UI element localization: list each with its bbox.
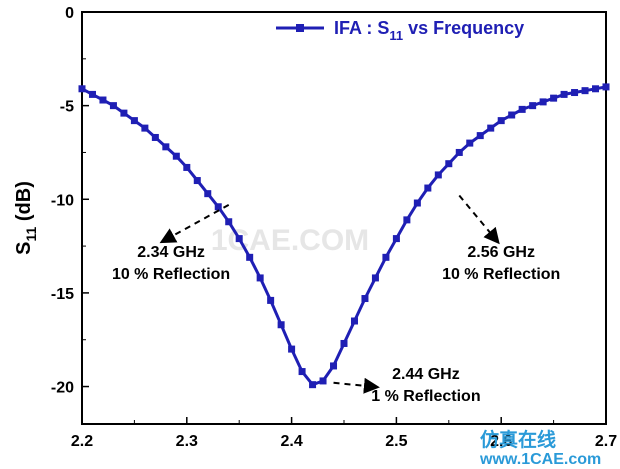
brand-watermark: 仿真在线 www.1CAE.com bbox=[479, 428, 601, 468]
data-point bbox=[382, 253, 390, 261]
data-point bbox=[434, 171, 442, 179]
plot-frame bbox=[81, 11, 607, 425]
brand-cn: 仿真在线 bbox=[480, 428, 556, 451]
data-point bbox=[330, 362, 338, 370]
data-point bbox=[88, 90, 96, 98]
data-point bbox=[445, 160, 453, 168]
y-tick-label: -10 bbox=[51, 192, 74, 209]
data-point bbox=[204, 190, 212, 198]
data-point bbox=[183, 163, 191, 171]
legend: IFA : S11 vs Frequency bbox=[276, 18, 524, 43]
series-layer bbox=[78, 83, 610, 389]
data-point bbox=[225, 218, 233, 226]
x-tick-label: 2.6 bbox=[490, 433, 512, 450]
y-axis-ticks: 0 -5 -10 -15 -20 bbox=[51, 5, 89, 397]
data-point bbox=[361, 295, 369, 303]
y-axis-label-unit: (dB) bbox=[13, 181, 35, 227]
data-point bbox=[581, 87, 589, 95]
data-point bbox=[246, 253, 254, 261]
x-tick-label: 2.5 bbox=[385, 433, 407, 450]
annotation-frequency: 2.44 GHz bbox=[392, 366, 460, 383]
data-point bbox=[172, 152, 180, 160]
data-point bbox=[497, 117, 505, 125]
annotation-frequency: 2.56 GHz bbox=[467, 244, 535, 261]
data-point bbox=[319, 377, 327, 385]
annotation-reflection: 1 % Reflection bbox=[371, 388, 480, 405]
y-tick-label: -15 bbox=[51, 286, 74, 303]
data-point bbox=[592, 85, 600, 93]
x-tick-label: 2.7 bbox=[595, 433, 617, 450]
annotation-frequency: 2.34 GHz bbox=[137, 244, 205, 261]
data-point bbox=[392, 235, 400, 243]
data-point bbox=[560, 90, 568, 98]
data-point bbox=[371, 274, 379, 282]
annotation-reflection: 10 % Reflection bbox=[112, 266, 230, 283]
svg-text:IFA : S11 vs Frequency: IFA : S11 vs Frequency bbox=[334, 18, 524, 43]
data-point bbox=[288, 345, 296, 353]
annotation-arrow bbox=[458, 194, 500, 245]
data-point bbox=[529, 102, 537, 110]
data-point bbox=[476, 132, 484, 140]
data-point bbox=[214, 203, 222, 211]
data-point bbox=[78, 85, 86, 93]
data-point bbox=[109, 102, 117, 110]
data-point bbox=[508, 111, 516, 119]
y-axis-label-sub: 11 bbox=[23, 226, 39, 241]
legend-label-pre: IFA : S bbox=[334, 18, 389, 38]
brand-url: www.1CAE.com bbox=[479, 451, 601, 468]
annotation-arrow bbox=[159, 204, 230, 244]
data-point bbox=[298, 368, 306, 376]
y-axis-label: S11 (dB) bbox=[13, 181, 39, 255]
legend-marker bbox=[296, 24, 304, 32]
data-point bbox=[539, 98, 547, 106]
data-point bbox=[340, 339, 348, 347]
data-point bbox=[151, 133, 159, 141]
y-axis-label-main: S bbox=[13, 242, 35, 255]
y-tick-label: -20 bbox=[51, 380, 74, 397]
x-axis-ticks: 2.2 2.3 2.4 2.5 2.6 2.7 bbox=[71, 417, 617, 450]
data-point bbox=[487, 124, 495, 132]
data-point bbox=[256, 274, 264, 282]
annotation-arrow bbox=[333, 377, 380, 394]
data-point bbox=[309, 381, 317, 389]
x-tick-label: 2.2 bbox=[71, 433, 93, 450]
data-point bbox=[141, 124, 149, 132]
x-tick-label: 2.3 bbox=[176, 433, 198, 450]
data-point bbox=[235, 235, 243, 243]
legend-label-sub: 11 bbox=[389, 28, 403, 43]
data-point bbox=[550, 94, 558, 102]
data-point bbox=[424, 184, 432, 192]
data-point bbox=[130, 117, 138, 125]
data-point bbox=[277, 321, 285, 329]
data-point bbox=[350, 317, 358, 325]
y-tick-label: -5 bbox=[60, 99, 74, 116]
data-point bbox=[162, 143, 170, 151]
data-point bbox=[120, 109, 128, 117]
data-point bbox=[455, 148, 463, 156]
annotation-reflection: 10 % Reflection bbox=[442, 266, 560, 283]
x-tick-label: 2.4 bbox=[280, 433, 302, 450]
data-point bbox=[267, 296, 275, 304]
data-point bbox=[571, 89, 579, 97]
legend-label-post: vs Frequency bbox=[403, 18, 524, 38]
data-point bbox=[518, 105, 526, 113]
data-point bbox=[413, 199, 421, 207]
data-point bbox=[99, 96, 107, 104]
svg-text:S11 (dB): S11 (dB) bbox=[13, 181, 39, 255]
data-point bbox=[193, 177, 201, 185]
data-point bbox=[602, 83, 610, 91]
annotation-layer: 2.34 GHz 10 % Reflection 2.56 GHz 10 % Refl… bbox=[112, 194, 560, 405]
y-tick-label: 0 bbox=[65, 5, 74, 22]
data-point bbox=[466, 139, 474, 147]
data-point bbox=[403, 216, 411, 224]
